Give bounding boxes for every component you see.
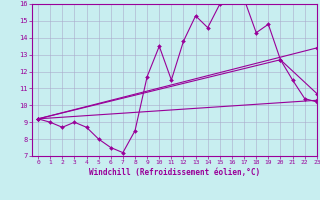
X-axis label: Windchill (Refroidissement éolien,°C): Windchill (Refroidissement éolien,°C) [89, 168, 260, 177]
